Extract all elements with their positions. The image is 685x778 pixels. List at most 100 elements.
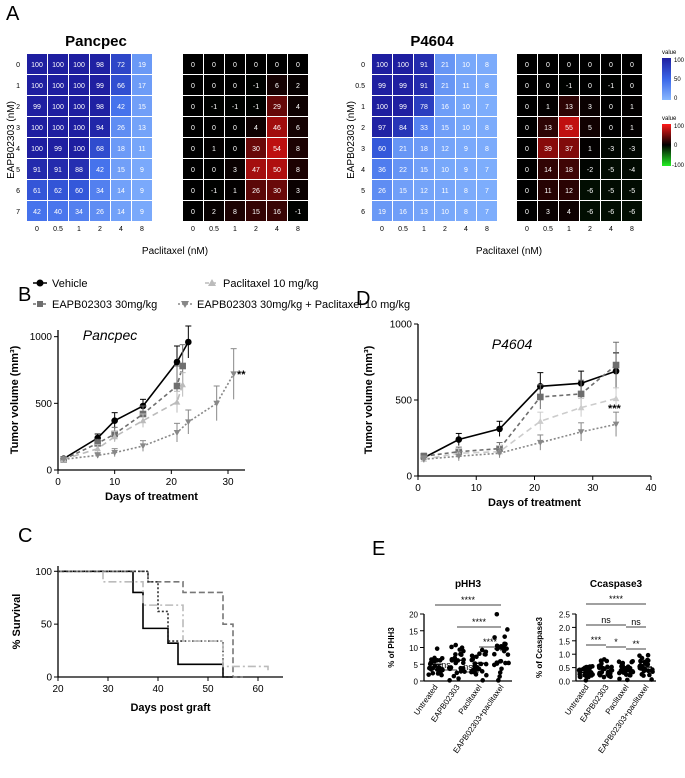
heatmap-cell-value: 0 [296, 62, 300, 69]
y-axis-label: % of Ccaspase3 [535, 616, 544, 677]
heatmap-cell-value: 10 [462, 104, 470, 111]
heatmap-x-tick: 2 [443, 226, 447, 233]
dot [638, 659, 644, 664]
dot [639, 672, 645, 677]
data-point [173, 398, 181, 405]
heatmap-cell-value: 9 [464, 146, 468, 153]
heatmap-cell [90, 138, 110, 158]
heatmap-cell-value: 0 [191, 104, 195, 111]
heatmap-cell-value: 15 [252, 209, 260, 216]
x-tick-label: 40 [645, 483, 657, 494]
heatmap-cell [246, 117, 266, 137]
data-point [577, 390, 585, 398]
heatmap-pancpec-synergy: 0 0 0 0 0 00 0 0 -1 6 20 -1 -1 -1 29 40 0 0 4 46 60 1 0 30 54 80 0… [183, 54, 308, 233]
significance-label: ns [631, 617, 641, 627]
data-point [496, 450, 503, 457]
heatmap-cell [622, 180, 642, 200]
legend-pacli-marker [208, 279, 216, 286]
heatmap-cell [393, 54, 413, 74]
heatmap-y-tick: 2 [16, 104, 20, 111]
heatmap-cell [414, 201, 434, 221]
heatmap-x-tick: 0.5 [209, 226, 219, 233]
legend-vehicle-label: Vehicle [52, 278, 87, 290]
y-tick-label: 100 [35, 567, 52, 578]
heatmap-cell-value: 0 [588, 83, 592, 90]
heatmap-cell-value: 100 [397, 62, 409, 69]
x-axis-label: Days of treatment [105, 491, 198, 503]
heatmap-cell [456, 96, 476, 116]
heatmap-cell-value: 37 [565, 146, 573, 153]
data-point [94, 445, 101, 452]
heatmap-cell [477, 117, 497, 137]
heatmap-cell [601, 180, 621, 200]
dot [601, 657, 607, 662]
heatmap-cell [517, 96, 537, 116]
heatmap-cell-value: 42 [117, 104, 125, 111]
heatmap-cell-value: 4 [567, 209, 571, 216]
dot [502, 634, 507, 639]
x-tick-label: 20 [52, 684, 64, 695]
heatmap-cell [435, 201, 455, 221]
heatmap-cell [183, 117, 203, 137]
heatmap-cell-value: 0 [630, 83, 634, 90]
dot [609, 664, 614, 670]
heatmap-cell [435, 96, 455, 116]
heatmap-cell-value: 8 [296, 146, 300, 153]
heatmap-x-tick: 2 [98, 226, 102, 233]
dot [580, 666, 586, 672]
heatmap-cell [601, 201, 621, 221]
dot [601, 674, 607, 680]
dot [435, 671, 441, 676]
heatmap-cell [288, 75, 308, 95]
heatmap-cell [435, 180, 455, 200]
heatmap-cell-value: -5 [608, 167, 614, 174]
heatmap-cell [456, 54, 476, 74]
heatmap-cell-value: 42 [96, 167, 104, 174]
dot [430, 666, 436, 671]
dot [577, 674, 583, 680]
heatmap-y-tick: 2 [361, 125, 365, 132]
heatmap-x-tick: 0 [525, 226, 529, 233]
heatmap-cell-value: 98 [96, 62, 104, 69]
legend-pacli-label: Paclitaxel 10 mg/kg [223, 278, 318, 290]
dot [639, 655, 645, 661]
heatmap-x-tick: 1 [422, 226, 426, 233]
heatmap-cell-value: 1 [588, 146, 592, 153]
y-tick-label: 15 [409, 627, 418, 636]
heatmap-cell [27, 117, 47, 137]
heatmap-cell-value: 98 [96, 104, 104, 111]
data-point [537, 393, 544, 401]
heatmap-cell [27, 54, 47, 74]
heatmap-cell [456, 117, 476, 137]
dot [429, 657, 434, 662]
heatmap-cell-value: 0 [630, 62, 634, 69]
heatmap-cell [267, 159, 287, 179]
data-point [94, 440, 101, 447]
heatmap-cell-value: 17 [138, 83, 146, 90]
x-tick-label: 0 [55, 477, 61, 488]
heatmap-cell-value: 7 [485, 209, 489, 216]
heatmap-cell [622, 54, 642, 74]
heatmap-cell [477, 75, 497, 95]
heatmap-cell [435, 54, 455, 74]
heatmap-x-tick: 8 [485, 226, 489, 233]
significance-label: ns [463, 662, 473, 672]
heatmap-x-tick: 8 [630, 226, 634, 233]
heatmap-cell [601, 96, 621, 116]
series-eapb02303-30mg-kg-paclitaxel-10-mg-kg [420, 411, 620, 463]
heatmap-cell [538, 96, 558, 116]
dot [596, 663, 602, 669]
chart-title: P4604 [492, 336, 533, 352]
dot [473, 672, 479, 677]
heatmap-cell-value: 0 [609, 104, 613, 111]
heatmap-cell-value: 0 [525, 125, 529, 132]
heatmap-cell-value: -4 [629, 167, 635, 174]
pancpec-heatmap-ylabel: EAPB02303 (nM) [6, 101, 17, 179]
significance-annotation: ** [237, 369, 246, 381]
heatmap-x-tick: 4 [119, 226, 123, 233]
heatmap-cell [559, 54, 579, 74]
dot [650, 667, 655, 672]
heatmap-cell-value: -1 [253, 83, 259, 90]
heatmap-cell-value: 12 [420, 188, 428, 195]
significance-label: * [614, 637, 618, 647]
